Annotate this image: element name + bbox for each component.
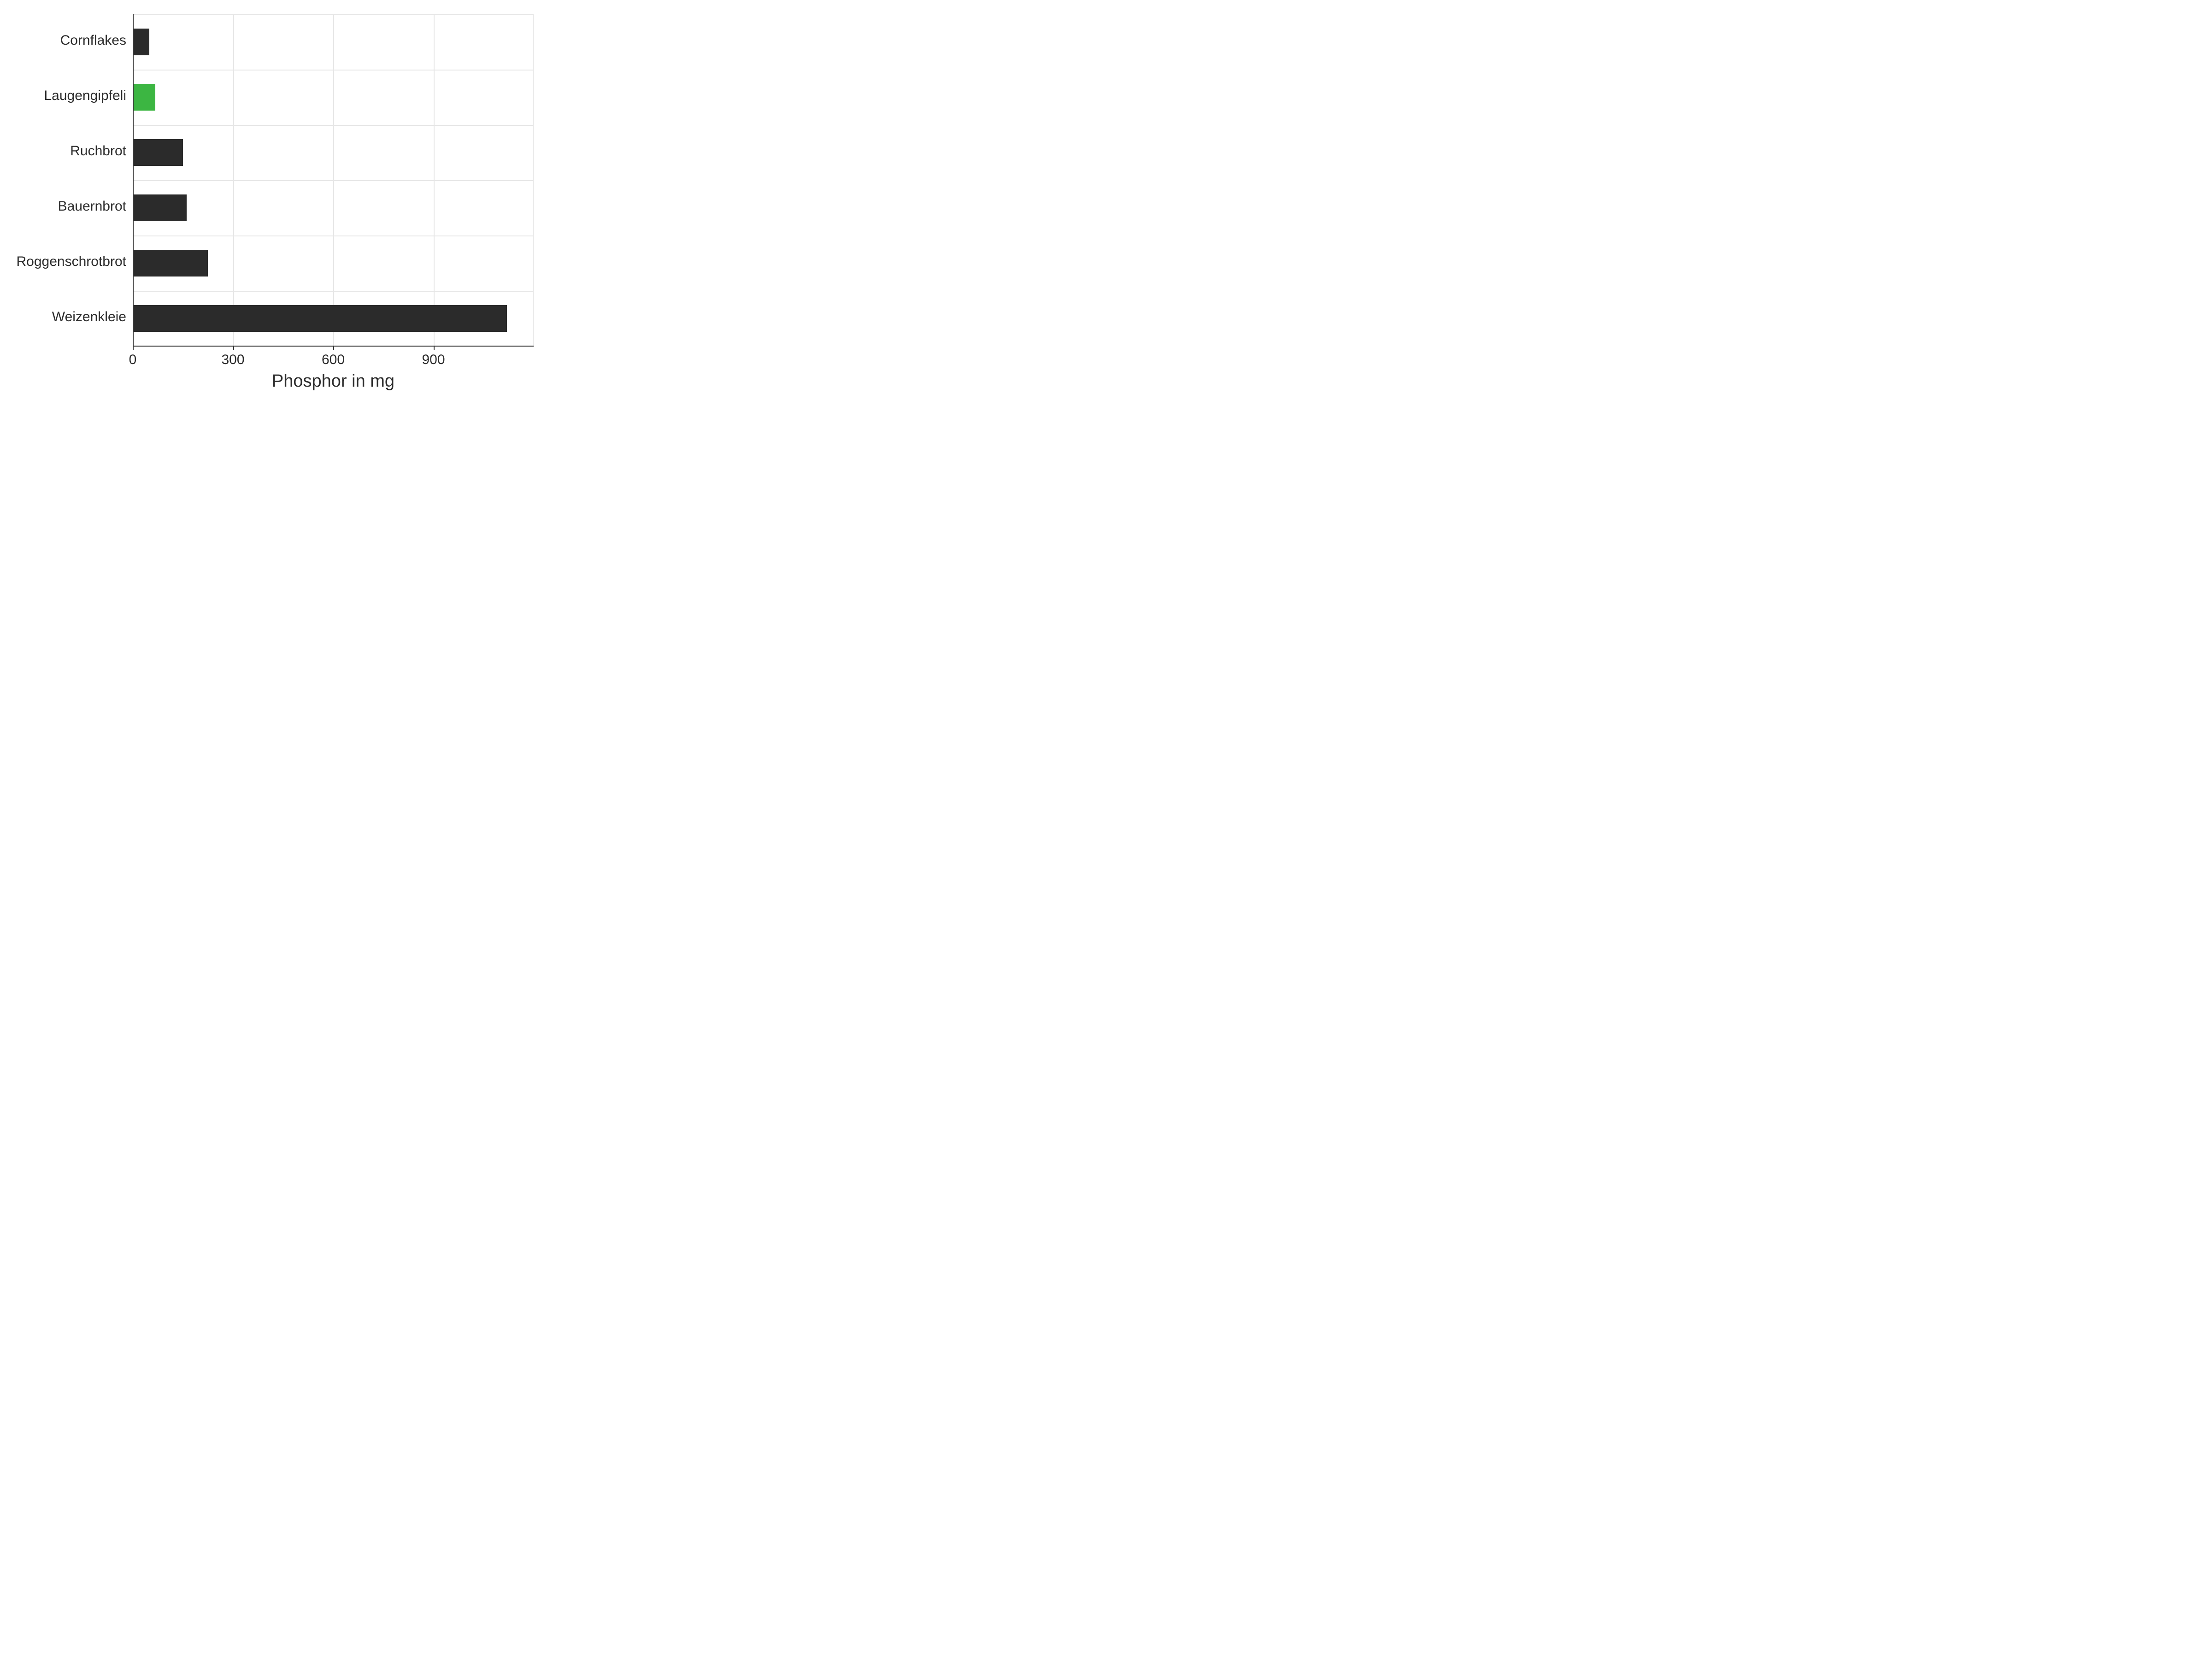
y-label-weizenkleie: Weizenkleie: [52, 309, 126, 325]
bar-ruchbrot: [133, 139, 183, 166]
gridline-h: [133, 291, 534, 292]
x-tick-0: 0: [110, 352, 156, 368]
bar-laugengipfeli: [133, 84, 155, 111]
x-tick-3: 900: [411, 352, 457, 368]
y-label-ruchbrot: Ruchbrot: [70, 143, 126, 159]
plot-area: [133, 14, 534, 346]
bar-weizenkleie: [133, 305, 507, 332]
x-tick-mark: [233, 346, 234, 350]
x-tick-1: 300: [210, 352, 256, 368]
bar-bauernbrot: [133, 194, 187, 221]
gridline-h: [133, 235, 534, 236]
x-tick-mark: [333, 346, 334, 350]
y-label-roggenschrotbrot: Roggenschrotbrot: [17, 254, 126, 270]
y-label-cornflakes: Cornflakes: [60, 33, 126, 48]
gridline-h: [133, 125, 534, 126]
x-axis-title: Phosphor in mg: [133, 371, 534, 391]
x-tick-mark: [133, 346, 134, 350]
gridline-h: [133, 70, 534, 71]
bar-roggenschrotbrot: [133, 250, 208, 276]
y-axis-line: [133, 14, 134, 346]
y-label-bauernbrot: Bauernbrot: [58, 199, 126, 214]
gridline-h: [133, 14, 534, 15]
x-tick-2: 600: [310, 352, 356, 368]
y-label-laugengipfeli: Laugengipfeli: [44, 88, 127, 104]
x-tick-mark: [434, 346, 435, 350]
bar-cornflakes: [133, 29, 149, 55]
gridline-h: [133, 180, 534, 181]
chart-container: Cornflakes Laugengipfeli Ruchbrot Bauern…: [0, 0, 553, 415]
